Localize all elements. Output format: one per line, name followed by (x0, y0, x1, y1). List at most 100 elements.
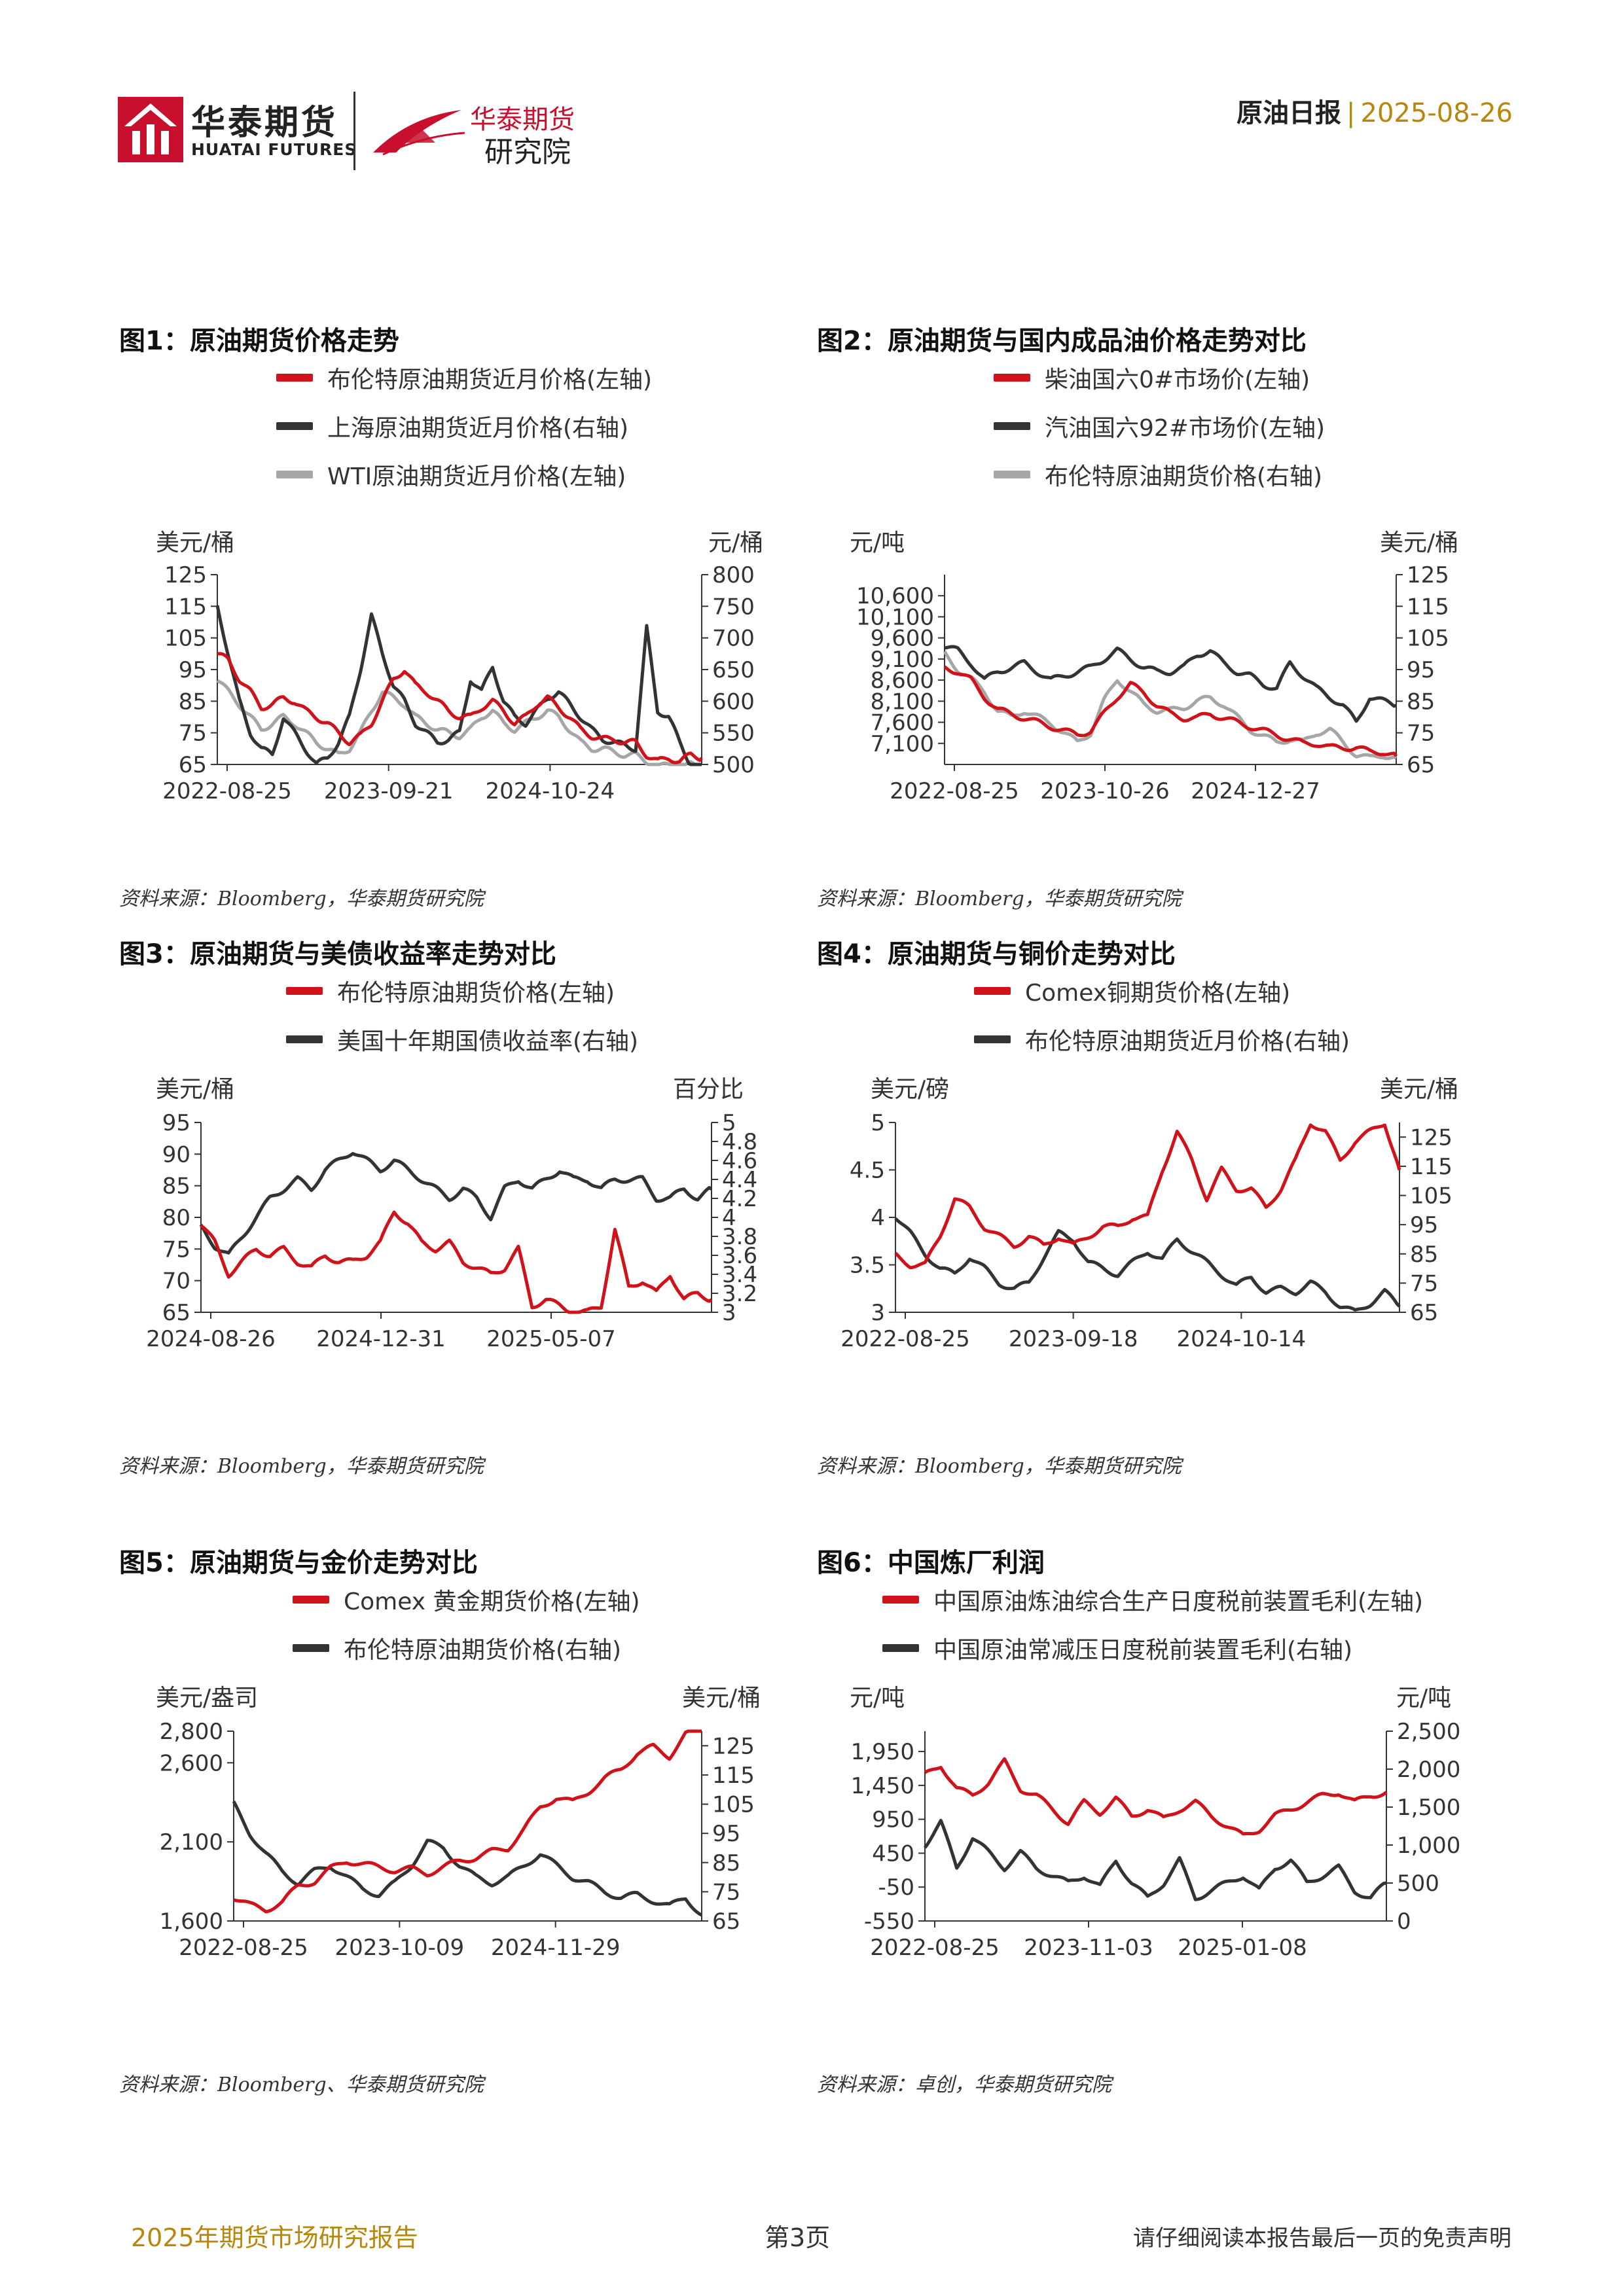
left-tick-label: 950 (872, 1807, 914, 1833)
legend: 布伦特原油期货近月价格(左轴) 上海原油期货近月价格(右轴) WTI原油期货近月… (276, 353, 652, 499)
right-tick-label: 5 (722, 1110, 736, 1136)
legend-item: 美国十年期国债收益率(右轴) (286, 1015, 638, 1064)
series-line (216, 679, 702, 766)
left-tick-label: 65 (179, 752, 207, 778)
right-tick-label: 3.4 (722, 1262, 757, 1288)
left-tick-label: 95 (162, 1110, 190, 1136)
x-tick-label: 2022-08-25 (179, 1935, 308, 1961)
right-tick-label: 3.2 (722, 1281, 757, 1307)
legend-label: 布伦特原油期货价格(右轴) (344, 1637, 622, 1664)
legend-swatch (286, 987, 323, 995)
brand-name-en: HUATAI FUTURES (191, 140, 357, 159)
right-tick-label: 125 (1410, 1124, 1453, 1151)
right-tick-label: 65 (1410, 1300, 1438, 1326)
left-tick-label: -550 (864, 1909, 914, 1935)
left-tick-label: 8,100 (871, 689, 934, 715)
x-tick-label: 2023-09-21 (324, 778, 454, 804)
left-tick-label: 3.5 (850, 1253, 885, 1279)
left-tick-label: 1,600 (160, 1909, 223, 1935)
left-axis-unit: 元/吨 (850, 529, 905, 556)
right-axis-unit: 元/吨 (1396, 1685, 1452, 1712)
left-axis-unit: 美元/盎司 (156, 1685, 259, 1712)
right-tick-label: 115 (1410, 1154, 1453, 1180)
legend-label: 中国原油常减压日度税前装置毛利(右轴) (933, 1637, 1353, 1664)
legend-swatch (994, 422, 1030, 430)
legend: Comex铜期货价格(左轴) 布伦特原油期货近月价格(右轴) (974, 967, 1350, 1064)
figure-title: 图5：原油期货与金价走势对比 (119, 1548, 478, 1578)
legend-item: 布伦特原油期货价格(右轴) (293, 1624, 640, 1672)
figure-title: 图3：原油期货与美债收益率走势对比 (119, 939, 556, 969)
right-tick-label: 105 (1410, 1183, 1453, 1210)
left-tick-label: 2,600 (160, 1750, 223, 1776)
left-tick-label: 10,600 (856, 583, 934, 609)
report-title: 原油日报 | 2025-08-26 (1236, 92, 1513, 130)
legend-label: 上海原油期货近月价格(右轴) (327, 415, 629, 442)
legend-item: 布伦特原油期货近月价格(右轴) (974, 1015, 1350, 1064)
left-tick-label: 7,600 (871, 710, 934, 736)
legend-label: 布伦特原油期货近月价格(左轴) (327, 367, 653, 393)
right-tick-label: 75 (1410, 1270, 1438, 1297)
chart-plot: 1,950 1,450 950 450 -50 -550 2,500 2,000 1,500 1,… (851, 1719, 1461, 1961)
right-axis-unit: 美元/桶 (1380, 1076, 1459, 1103)
left-tick-label: 7,100 (871, 731, 934, 757)
left-tick-label: 95 (179, 657, 207, 683)
right-tick-label: 650 (712, 657, 755, 683)
series-line (200, 1210, 713, 1314)
series-line (199, 1152, 713, 1255)
x-tick-label: 2024-12-27 (1191, 778, 1320, 804)
left-tick-label: 3 (871, 1300, 885, 1326)
series-line (233, 1729, 702, 1914)
left-tick-label: 65 (162, 1300, 190, 1326)
left-tick-label: 75 (162, 1236, 190, 1263)
series-line (215, 605, 702, 766)
left-tick-label: 4.5 (850, 1158, 885, 1184)
institute-logo-icon (373, 110, 465, 156)
footer-page-number: 第3页 (765, 2223, 831, 2252)
left-axis-unit: 美元/磅 (871, 1076, 950, 1103)
report-name: 原油日报 (1236, 98, 1342, 128)
x-tick-label: 2022-08-25 (870, 1935, 1000, 1961)
legend-swatch (994, 374, 1030, 382)
legend-swatch (974, 1035, 1011, 1043)
left-axis-unit: 美元/桶 (156, 1076, 235, 1103)
legend-label: 美国十年期国债收益率(右轴) (337, 1028, 639, 1055)
x-tick-label: 2022-08-25 (890, 778, 1019, 804)
x-tick-label: 2025-05-07 (486, 1326, 616, 1352)
x-tick-label: 2024-10-24 (486, 778, 615, 804)
legend-item: 中国原油炼油综合生产日度税前装置毛利(左轴) (882, 1575, 1423, 1624)
right-tick-label: 105 (712, 1792, 755, 1818)
left-tick-label: 450 (872, 1840, 914, 1867)
figure-source: 资料来源：Bloomberg，华泰期货研究院 (817, 1455, 1182, 1478)
right-tick-label: 4.8 (722, 1129, 757, 1155)
series-line (924, 1757, 1388, 1836)
right-tick-label: 4.2 (722, 1186, 757, 1212)
x-tick-label: 2024-08-26 (146, 1326, 276, 1352)
legend-swatch (293, 1644, 329, 1652)
left-tick-label: 80 (162, 1205, 190, 1231)
x-tick-label: 2024-11-29 (491, 1935, 621, 1961)
figure-title: 图2：原油期货与国内成品油价格走势对比 (817, 326, 1307, 356)
institute-name-line1: 华泰期货 (470, 105, 575, 135)
legend: 布伦特原油期货价格(左轴) 美国十年期国债收益率(右轴) (286, 967, 638, 1064)
left-tick-label: 2,800 (160, 1719, 223, 1745)
right-tick-label: 125 (1407, 562, 1449, 588)
right-tick-label: 115 (1407, 594, 1449, 620)
legend: 中国原油炼油综合生产日度税前装置毛利(左轴) 中国原油常减压日度税前装置毛利(右… (882, 1575, 1423, 1672)
right-tick-label: 800 (712, 562, 755, 588)
legend-swatch (994, 471, 1030, 478)
right-tick-label: 95 (712, 1821, 740, 1847)
x-tick-label: 2024-10-14 (1177, 1326, 1307, 1352)
legend-item: 中国原油常减压日度税前装置毛利(右轴) (882, 1624, 1423, 1672)
legend-label: 汽油国六92#市场价(左轴) (1045, 415, 1326, 442)
left-tick-label: -50 (878, 1874, 914, 1901)
legend-item: 上海原油期货近月价格(右轴) (276, 402, 652, 450)
left-tick-label: 2,100 (160, 1829, 223, 1856)
right-tick-label: 85 (712, 1850, 740, 1876)
series-line (923, 1818, 1387, 1901)
figure-source: 资料来源：Bloomberg，华泰期货研究院 (119, 888, 484, 910)
legend-label: 柴油国六0#市场价(左轴) (1045, 367, 1310, 393)
legend-swatch (286, 1035, 323, 1043)
figure-title: 图6：中国炼厂利润 (817, 1548, 1045, 1578)
left-tick-label: 115 (164, 594, 207, 620)
